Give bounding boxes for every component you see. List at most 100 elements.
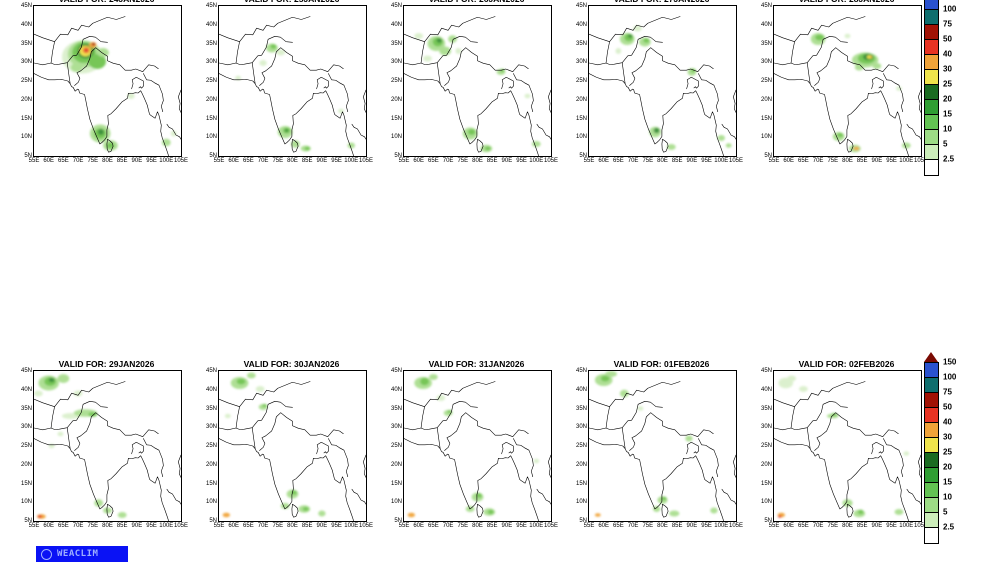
lat-tick-label: 40N: [760, 21, 772, 28]
precip-blob: [423, 55, 432, 62]
coastline-borders: [219, 17, 366, 157]
lon-tick-label: 95E: [701, 523, 712, 529]
colorbar-label: 5: [943, 507, 948, 517]
lat-tick-label: 40N: [575, 386, 587, 393]
lon-tick-label: 95E: [331, 158, 342, 164]
lon-tick-label: 95E: [146, 523, 157, 529]
panel-title: VALID FOR: 25JAN2026: [218, 0, 365, 5]
map-wrap: 45N 40N 35N 30N 25N 20N 15N 10N 5N 55E 60E 65E 70E 75…: [391, 368, 558, 529]
colorbar-bottom: 150 100 75 50 40 30 25 20 15 10 5 2.5: [924, 352, 956, 544]
lat-tick-label: 30N: [20, 424, 32, 431]
lon-tick-label: 75E: [272, 523, 284, 529]
lon-tick-label: 90E: [501, 158, 513, 164]
precip-blob: [106, 142, 115, 149]
forecast-panel: VALID FOR: 31JAN2026: [391, 358, 558, 529]
colorbar-segment: [925, 25, 938, 40]
precip-blob: [844, 33, 851, 39]
precip-blobs: [235, 43, 355, 152]
lon-tick-label: 85E: [671, 523, 683, 529]
lon-tick-label: 95E: [516, 158, 527, 164]
coastline-borders: [774, 17, 921, 157]
panel-title: VALID FOR: 01FEB2026: [613, 359, 710, 369]
lat-tick-label: 40N: [20, 386, 32, 393]
precip-blob: [627, 34, 633, 38]
lat-tick-label: 10N: [205, 499, 217, 506]
coastline-borders: [774, 382, 921, 522]
lon-tick-label: 80E: [657, 523, 668, 529]
lon-tick-label: 75E: [87, 158, 99, 164]
precip-blob: [48, 377, 55, 383]
precip-blob: [778, 515, 782, 518]
lat-tick-label: 15N: [390, 480, 402, 487]
lat-tick-label: 30N: [205, 59, 217, 66]
lon-tick-label: 55E: [398, 158, 410, 164]
precip-blob: [615, 48, 622, 54]
colorbar-arrow-icon: [924, 352, 938, 362]
lat-tick-label: 5N: [764, 153, 772, 159]
map-wrap: 45N 40N 35N 30N 25N 20N 15N 10N 5N 55E 60E 65E 70E 75…: [21, 3, 188, 164]
precip-blob: [854, 64, 864, 71]
lat-tick-label: 25N: [760, 78, 772, 84]
lat-tick-label: 15N: [205, 115, 217, 122]
lat-tick-label: 25N: [575, 443, 587, 449]
lat-tick-label: 35N: [575, 40, 587, 47]
lat-tick-label: 40N: [20, 21, 32, 28]
lat-tick-label: 45N: [390, 3, 402, 9]
lat-tick-label: 30N: [575, 424, 587, 431]
lat-tick-label: 15N: [20, 480, 32, 487]
lon-tick-label: 100E: [344, 158, 359, 164]
lon-tick-label: 80E: [287, 158, 298, 164]
colorbar-label: 5: [943, 139, 948, 149]
lon-tick-label: 65E: [428, 158, 439, 164]
lon-tick-label: 70E: [72, 158, 84, 164]
lon-tick-label: 105E: [358, 523, 374, 529]
lat-tick-label: 45N: [575, 368, 587, 374]
lat-tick-label: 25N: [390, 78, 402, 84]
map-wrap: 45N 40N 35N 30N 25N 20N 15N 10N 5N 55E 60E 65E 70E 75…: [576, 368, 743, 529]
lat-tick-label: 45N: [760, 368, 772, 374]
lat-tick-label: 25N: [575, 78, 587, 84]
lat-tick-label: 15N: [760, 480, 772, 487]
forecast-panel: VALID FOR: 28JAN2026: [761, 0, 928, 164]
coastline-borders: [589, 17, 736, 157]
precip-blob: [894, 509, 904, 515]
lon-tick-label: 95E: [886, 523, 897, 529]
lon-tick-label: 85E: [116, 158, 128, 164]
lon-tick-label: 90E: [131, 523, 143, 529]
map-area: [219, 6, 366, 156]
map-wrap: 45N 40N 35N 30N 25N 20N 15N 10N 5N 55E 60E 65E 70E 75…: [21, 368, 188, 529]
precip-blob: [669, 510, 680, 517]
lon-tick-label: 75E: [642, 158, 654, 164]
lon-tick-label: 55E: [28, 158, 40, 164]
lon-tick-label: 90E: [686, 523, 698, 529]
precip-blob: [270, 44, 277, 49]
precip-blob: [37, 515, 43, 518]
lon-tick-label: 100E: [159, 158, 174, 164]
lat-tick-label: 40N: [575, 21, 587, 28]
precip-blobs: [407, 374, 540, 518]
lat-tick-label: 25N: [390, 443, 402, 449]
map-area: [589, 6, 736, 156]
panel-title: VALID FOR: 24JAN2026: [33, 0, 180, 5]
lon-tick-label: 90E: [316, 158, 328, 164]
lon-tick-label: 65E: [243, 158, 254, 164]
colorbar-segment: [925, 513, 938, 528]
precip-blob: [57, 431, 64, 437]
colorbar-segment: [925, 453, 938, 468]
colorbar-label: 20: [943, 462, 952, 472]
precip-blob: [222, 512, 231, 518]
lon-tick-label: 55E: [213, 523, 225, 529]
lat-tick-label: 40N: [205, 386, 217, 393]
lon-tick-label: 80E: [472, 158, 483, 164]
lon-tick-label: 70E: [812, 523, 824, 529]
forecast-panel: VALID FOR: 26JAN2026: [391, 0, 558, 164]
forecast-panel: VALID FOR: 01FEB2026: [576, 358, 743, 529]
colorbar-below-min-segment: [925, 160, 938, 175]
lat-tick-label: 20N: [205, 461, 217, 468]
precip-blob: [901, 142, 911, 149]
lat-tick-label: 15N: [20, 115, 32, 122]
colorbar-label: 100: [943, 4, 957, 14]
precip-blob: [484, 146, 491, 151]
lon-tick-label: 95E: [146, 158, 157, 164]
map-wrap: 45N 40N 35N 30N 25N 20N 15N 10N 5N 55E 60E 65E 70E 75…: [761, 368, 928, 529]
